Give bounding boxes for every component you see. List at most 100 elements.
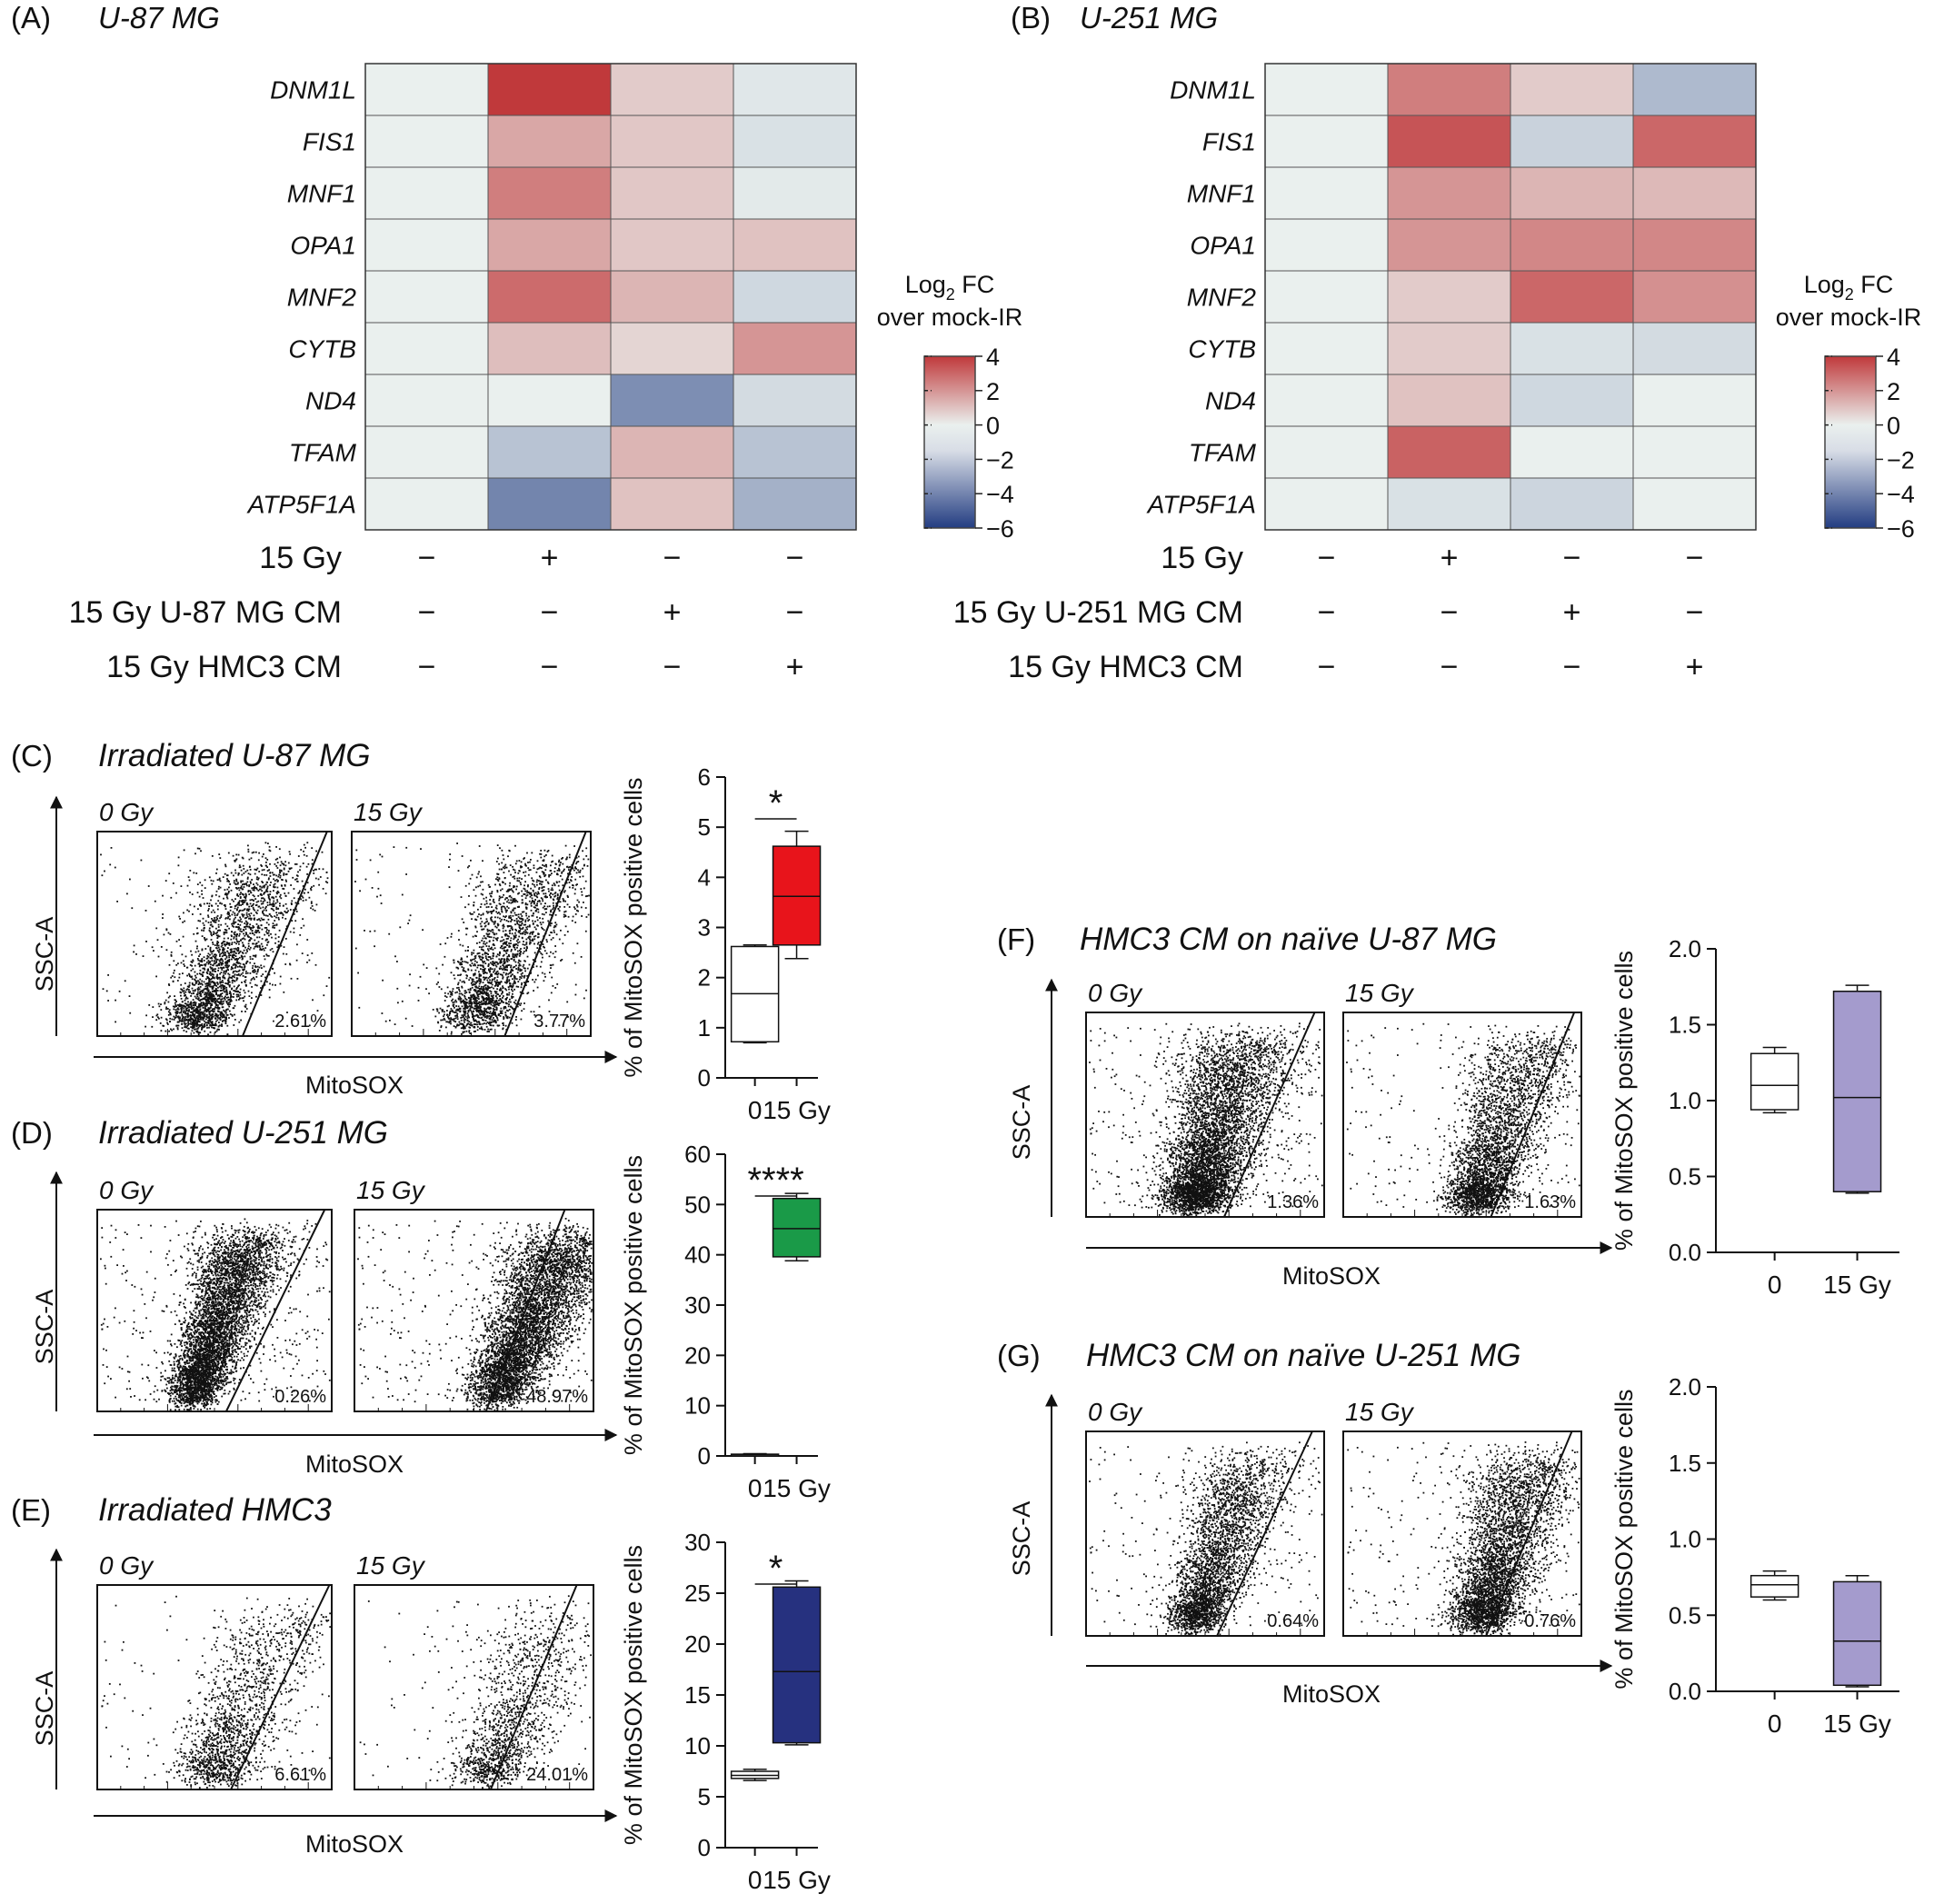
- heatmap-cell: [1510, 64, 1633, 115]
- event-dot: [184, 992, 185, 994]
- event-dot: [218, 886, 220, 888]
- event-dot: [277, 876, 279, 878]
- heatmap-cell: [1265, 64, 1388, 115]
- panel-letter-a: (A): [11, 1, 51, 35]
- event-dot: [197, 992, 199, 993]
- panel-title-b: U-251 MG: [1080, 1, 1218, 35]
- event-dot: [250, 982, 252, 984]
- event-dot: [256, 973, 258, 975]
- event-dot: [313, 872, 314, 874]
- heatmap-cell: [1388, 64, 1510, 115]
- event-dot: [257, 884, 259, 886]
- event-dot: [198, 960, 200, 962]
- event-dot: [129, 879, 131, 881]
- condition-mark: −: [1318, 595, 1336, 630]
- panel-title-d: Irradiated U-251 MG: [98, 1115, 388, 1151]
- heatmap-cell: [488, 323, 611, 374]
- heatmap-cell: [611, 323, 733, 374]
- event-dot: [304, 844, 305, 846]
- event-dot: [217, 915, 219, 917]
- heatmap-cell: [1510, 478, 1633, 530]
- event-dot: [273, 890, 274, 892]
- event-dot: [237, 907, 239, 909]
- heatmap-cell: [1633, 426, 1756, 478]
- heatmap-cell: [611, 271, 733, 323]
- event-dot: [245, 972, 247, 974]
- gene-label: CYTB: [1188, 335, 1256, 364]
- heatmap-cell: [488, 219, 611, 271]
- event-dot: [193, 999, 194, 1001]
- heatmap-cell: [1633, 64, 1756, 115]
- event-dot: [183, 963, 184, 965]
- heatmap-cell: [1265, 167, 1388, 219]
- event-dot: [161, 1030, 163, 1032]
- color-scale-bar-b: [1825, 356, 1876, 528]
- event-dot: [208, 905, 210, 907]
- event-dot: [236, 974, 238, 976]
- event-dot: [238, 1022, 240, 1023]
- event-dot: [291, 867, 293, 869]
- event-dot: [263, 948, 264, 950]
- event-dot: [243, 868, 244, 870]
- event-dot: [259, 936, 261, 938]
- event-dot: [312, 999, 314, 1001]
- heatmap-cell: [733, 271, 856, 323]
- event-dot: [222, 998, 224, 1000]
- event-dot: [218, 924, 220, 926]
- event-dot: [102, 874, 104, 876]
- gene-label: ND4: [305, 387, 356, 415]
- event-dot: [184, 1018, 186, 1020]
- condition-mark: −: [541, 650, 559, 684]
- heatmap-cell: [733, 167, 856, 219]
- event-dot: [243, 997, 244, 999]
- event-dot: [256, 919, 258, 921]
- event-dot: [214, 917, 215, 919]
- event-dot: [125, 980, 126, 982]
- event-dot: [279, 870, 281, 872]
- event-dot: [159, 1005, 161, 1007]
- heatmap-cell: [1510, 271, 1633, 323]
- heatmap-cell: [365, 219, 488, 271]
- heatmap-cell: [1633, 478, 1756, 530]
- event-dot: [303, 862, 304, 864]
- gene-label: TFAM: [1189, 439, 1257, 467]
- legend-tick-label: 2: [1887, 378, 1900, 405]
- event-dot: [190, 1022, 192, 1023]
- heatmap-cell: [488, 64, 611, 115]
- event-dot: [211, 1027, 213, 1029]
- event-dot: [221, 987, 223, 989]
- color-legend-a: Log2 FC over mock-IR 420−2−4−6: [877, 271, 1023, 543]
- event-dot: [310, 907, 312, 909]
- heatmap-cell: [1388, 271, 1510, 323]
- event-dot: [210, 947, 212, 949]
- gene-label: MNF1: [287, 180, 356, 208]
- event-dot: [173, 1009, 174, 1011]
- gene-label: MNF2: [1187, 284, 1257, 312]
- event-dot: [250, 869, 252, 871]
- event-dot: [204, 879, 206, 881]
- heatmap-cell: [1633, 271, 1756, 323]
- legend-tick-label: 4: [986, 344, 1000, 371]
- event-dot: [243, 975, 244, 977]
- gene-label: DNM1L: [1170, 76, 1256, 105]
- event-dot: [232, 982, 234, 983]
- event-dot: [191, 970, 193, 972]
- condition-mark: +: [663, 595, 682, 630]
- event-dot: [215, 903, 217, 905]
- event-dot: [311, 889, 313, 891]
- heatmap-cell: [733, 219, 856, 271]
- legend-title-line2-a: over mock-IR: [877, 304, 1023, 331]
- heatmap-cell: [365, 167, 488, 219]
- heatmap-cell: [1633, 115, 1756, 167]
- event-dot: [266, 981, 268, 982]
- event-dot: [116, 901, 118, 902]
- event-dot: [294, 897, 295, 899]
- legend-tick-label: 0: [1887, 413, 1900, 440]
- event-dot: [219, 857, 221, 859]
- event-dot: [213, 943, 214, 945]
- legend-tick-label: −4: [1887, 481, 1915, 508]
- heatmap-cell: [1388, 219, 1510, 271]
- heatmap-cell: [1510, 323, 1633, 374]
- legend-title-line1-a: Log2 FC: [905, 271, 995, 304]
- event-dot: [275, 908, 277, 910]
